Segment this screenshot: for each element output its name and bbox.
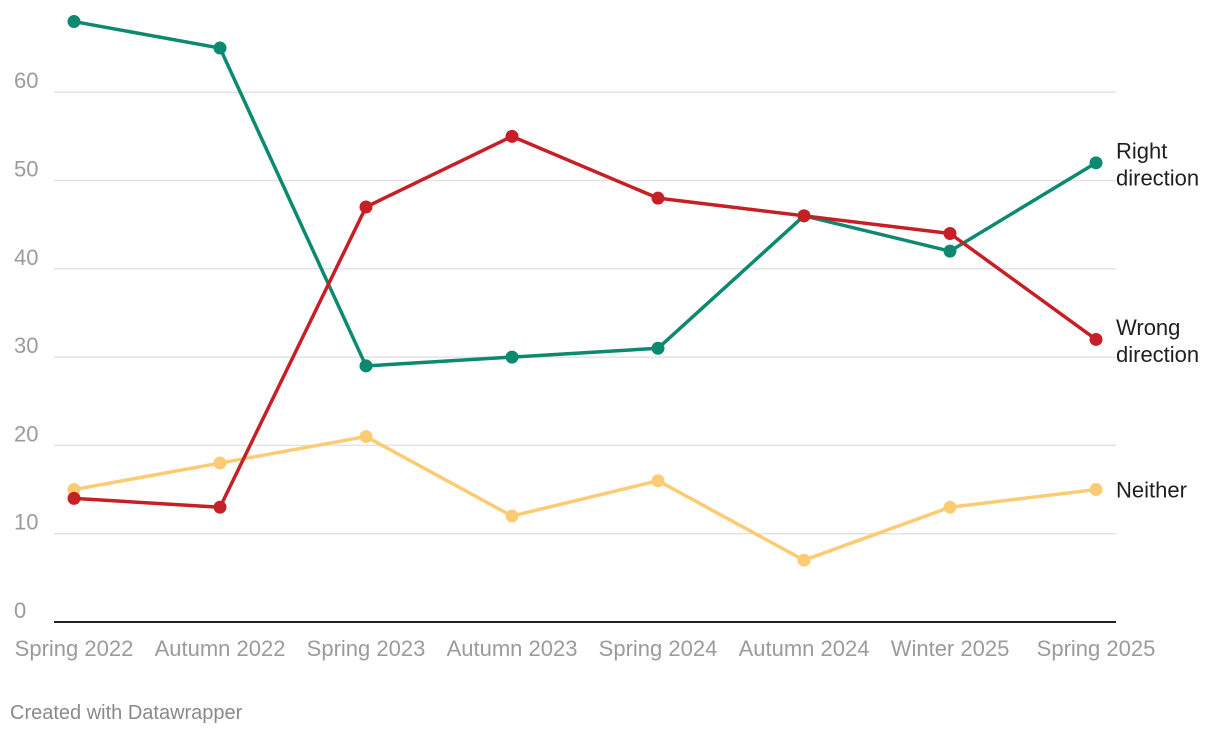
- data-point-right-direction: [213, 41, 227, 55]
- data-point-right-direction: [505, 350, 519, 364]
- series-lines: [72, 19, 1098, 562]
- data-point-right-direction: [943, 244, 957, 258]
- x-tick-label: Spring 2025: [1037, 636, 1156, 661]
- series-line-wrong-direction: [72, 134, 1098, 509]
- series-label-line: Right: [1116, 138, 1167, 163]
- x-tick-label: Autumn 2022: [155, 636, 286, 661]
- x-tick-label: Spring 2023: [307, 636, 426, 661]
- series-points: [67, 15, 1103, 567]
- x-tick-label: Autumn 2023: [447, 636, 578, 661]
- series-label-wrong-direction: Wrong direction: [1116, 315, 1199, 367]
- data-point-neither: [1089, 483, 1103, 497]
- y-tick-label-40: 40: [14, 245, 38, 270]
- series-line-right-direction: [72, 19, 1098, 368]
- gridlines: [54, 91, 1116, 623]
- series-label-right-direction: Right direction: [1116, 138, 1199, 190]
- y-tick-label-60: 60: [14, 68, 38, 93]
- series-label-neither: Neither: [1116, 478, 1187, 503]
- y-tick-label-20: 20: [14, 421, 38, 446]
- data-point-wrong-direction: [797, 209, 811, 223]
- data-point-right-direction: [67, 15, 81, 29]
- data-point-neither: [797, 553, 811, 567]
- data-point-wrong-direction: [1089, 332, 1103, 346]
- x-axis: Spring 2022 Autumn 2022 Spring 2023 Autumn …: [15, 636, 1156, 661]
- x-tick-label: Winter 2025: [891, 636, 1010, 661]
- data-point-right-direction: [359, 359, 373, 373]
- y-axis: 0 10 20 30 40 50 60: [14, 68, 38, 623]
- data-point-wrong-direction: [943, 226, 957, 240]
- y-tick-label-30: 30: [14, 333, 38, 358]
- data-point-right-direction: [1089, 156, 1103, 170]
- credit-footer: Created with Datawrapper: [10, 702, 243, 724]
- data-point-neither: [943, 500, 957, 514]
- series-label-line: direction: [1116, 342, 1199, 367]
- data-point-neither: [213, 456, 227, 470]
- data-point-right-direction: [651, 341, 665, 355]
- x-tick-label: Spring 2024: [599, 636, 718, 661]
- data-point-neither: [651, 474, 665, 488]
- data-point-wrong-direction: [505, 129, 519, 143]
- series-label-line: Wrong: [1116, 315, 1180, 340]
- data-point-wrong-direction: [359, 200, 373, 214]
- data-point-wrong-direction: [651, 191, 665, 205]
- series-line-neither: [72, 434, 1098, 562]
- y-tick-label-10: 10: [14, 510, 38, 535]
- y-tick-label-0: 0: [14, 598, 26, 623]
- x-tick-label: Autumn 2024: [739, 636, 870, 661]
- y-tick-label-50: 50: [14, 157, 38, 182]
- data-point-wrong-direction: [213, 500, 227, 514]
- data-point-neither: [505, 509, 519, 523]
- series-label-line: Neither: [1116, 478, 1187, 503]
- data-point-neither: [359, 430, 373, 444]
- series-label-line: direction: [1116, 165, 1199, 190]
- data-point-wrong-direction: [67, 491, 81, 505]
- x-tick-label: Spring 2022: [15, 636, 134, 661]
